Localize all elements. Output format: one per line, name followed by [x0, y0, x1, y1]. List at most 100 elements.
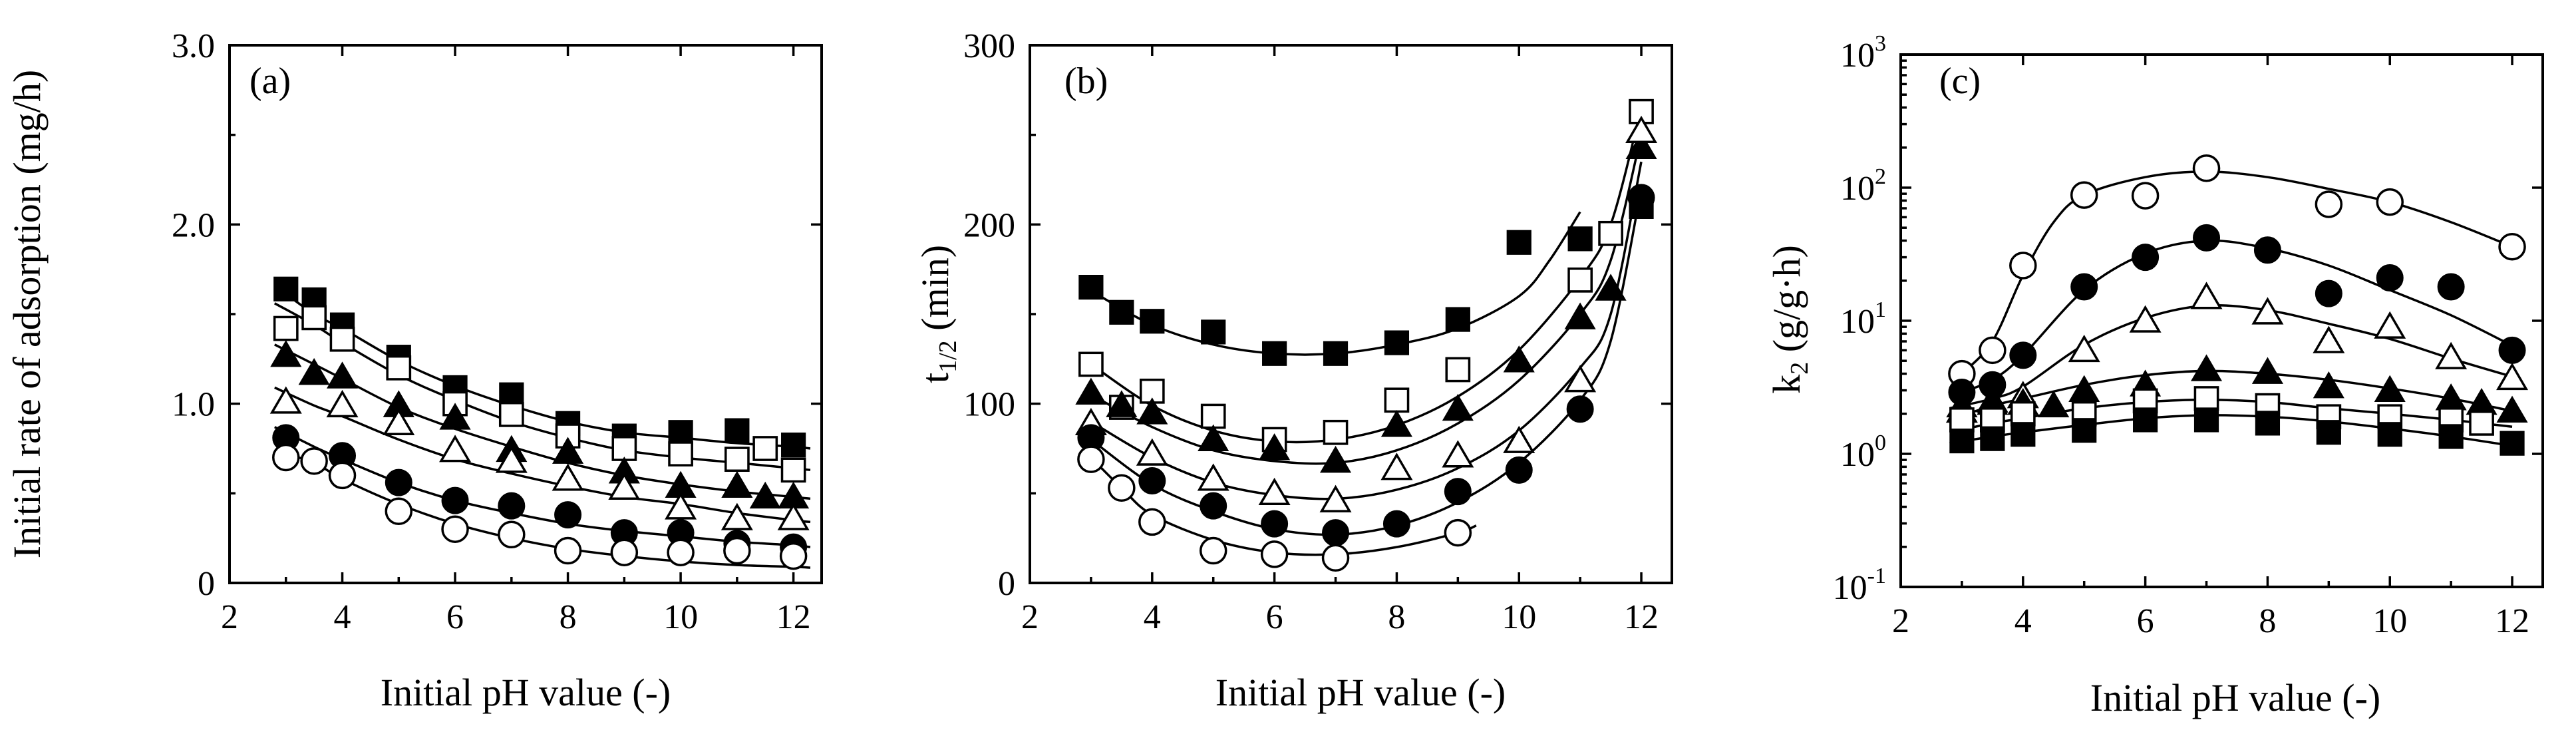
panel-c-point-filled-triangle: [2374, 375, 2406, 403]
panel-c-point-open-triangle: [2251, 297, 2284, 325]
panel-b-point-open-square: [1323, 419, 1349, 445]
panel-a-point-filled-square: [781, 433, 806, 458]
panel-b-plot-frame: [1029, 44, 1673, 584]
panel-c-y-tick-label: 101: [1840, 297, 1886, 341]
panel-b-point-filled-circle: [1261, 510, 1289, 538]
panel-a-point-open-triangle: [665, 492, 697, 520]
panel-b-x-tick-label: 8: [1388, 598, 1405, 636]
panel-b-y-axis-title-unit: (min): [913, 245, 957, 340]
panel-a-point-open-square: [329, 326, 355, 352]
panel-b-fit-curve-filled-circle: [1090, 188, 1643, 536]
panel-c-point-open-square: [1949, 407, 1975, 433]
panel-c-ticks: 2 4 6 8 10 12 10-1 100 101 102 103: [1833, 31, 2543, 640]
panel-b-x-tick-label: 10: [1502, 598, 1536, 636]
panel-b-point-open-circle: [1260, 540, 1289, 568]
panel-c-point-open-square: [2469, 411, 2494, 436]
panel-c-y-tick-label: 103: [1840, 31, 1886, 75]
panel-b-point-open-triangle: [1564, 365, 1597, 393]
panel-b-point-open-circle: [1108, 474, 1136, 502]
panel-b-point-open-circle: [1444, 518, 1472, 547]
panel-c-point-open-circle: [2315, 190, 2343, 218]
panel-c-point-open-triangle: [2129, 305, 2162, 333]
panel-b-point-open-triangle: [1319, 484, 1352, 512]
panel-a-point-filled-circle: [385, 468, 412, 496]
panel-b-point-filled-square: [1078, 275, 1104, 300]
panel-c-point-open-triangle: [2190, 281, 2223, 309]
panel-c-point-open-triangle: [2435, 341, 2468, 369]
panel-c-y-axis-title-main: k: [1765, 375, 1808, 394]
panel-c-point-filled-square: [2193, 407, 2219, 433]
panel-a-point-filled-triangle: [439, 403, 471, 430]
panel-a: 2 4 6 8 10 12 0 1.0 2.0 3.0 (a) Initial pH value …: [5, 27, 823, 714]
panel-b-point-filled-square: [1567, 226, 1593, 252]
panel-a-x-tick-label: 10: [663, 598, 698, 636]
panel-a-point-filled-circle: [554, 501, 582, 529]
panel-c-x-axis-title: Initial pH value (-): [2090, 676, 2380, 719]
panel-b-x-tick-label: 12: [1624, 598, 1659, 636]
panel-a-x-tick-label: 4: [334, 598, 351, 636]
panel-c-point-open-circle: [2498, 232, 2526, 261]
panel-b-point-filled-square: [1262, 341, 1287, 366]
panel-b-point-filled-circle: [1200, 492, 1227, 520]
panel-b-point-filled-square: [1384, 330, 1410, 355]
panel-c-point-filled-triangle: [2496, 395, 2528, 423]
panel-b-y-tick-label: 100: [963, 386, 1015, 424]
panel-b-point-open-triangle: [1197, 463, 1229, 491]
panel-c-point-filled-triangle: [2038, 390, 2070, 418]
panel-a-point-open-square: [752, 436, 778, 461]
panel-b-point-open-triangle: [1136, 438, 1168, 466]
panel-c-plot-frame: [1899, 53, 2544, 588]
panel-c-point-filled-triangle: [2068, 375, 2100, 403]
panel-c-x-tick-label: 6: [2137, 602, 2154, 640]
panel-a-point-filled-triangle: [552, 437, 584, 464]
panel-c-point-open-circle: [2192, 154, 2221, 182]
panel-c-y-tick-label: 10-1: [1833, 564, 1886, 607]
panel-a-point-open-circle: [498, 520, 526, 549]
panel-c-point-filled-circle: [2253, 236, 2281, 264]
panel-c-x-tick-label: 12: [2495, 602, 2529, 640]
panel-c-point-filled-square: [2316, 420, 2341, 445]
panel-b-y-axis-title-main: t: [913, 373, 957, 383]
panel-b-point-filled-triangle: [1595, 274, 1627, 301]
panel-c-y-axis-title-sub: 2: [1786, 362, 1814, 375]
panel-b-tag: (b): [1064, 61, 1108, 102]
panel-c-point-filled-circle: [2315, 279, 2342, 307]
panel-b-x-axis-title: Initial pH value (-): [1215, 671, 1506, 714]
panel-c-point-open-circle: [2131, 182, 2160, 210]
panel-a-point-open-triangle: [608, 472, 641, 500]
panel-b-point-filled-square: [1109, 299, 1134, 325]
panel-b-point-filled-triangle: [1503, 345, 1535, 373]
panel-b-point-filled-square: [1323, 341, 1349, 366]
panel-b-point-open-square: [1598, 220, 1623, 246]
panel-c-point-filled-square: [2438, 424, 2464, 449]
panel-a-plot-frame: [228, 44, 823, 584]
panel-b-point-filled-circle: [1138, 466, 1166, 494]
panel-b-y-tick-label: 0: [998, 565, 1015, 603]
panel-a-point-filled-square: [668, 420, 693, 445]
panel-a-x-tick-label: 8: [560, 598, 577, 636]
panel-b-point-open-circle: [1138, 508, 1166, 536]
panel-a-y-tick-label: 2.0: [172, 206, 215, 244]
panel-a-point-open-square: [668, 441, 693, 466]
panel-b-fit-curve-filled-triangle: [1090, 134, 1643, 465]
panel-a-point-filled-triangle: [298, 357, 330, 385]
panel-b-y-axis-title: t1/2 (min): [913, 245, 962, 383]
panel-c-point-filled-triangle: [2190, 354, 2223, 381]
panel-a-point-open-circle: [441, 515, 469, 543]
panel-b-x-tick-label: 6: [1266, 598, 1283, 636]
panel-c-point-filled-triangle: [2313, 371, 2344, 399]
panel-b-fit-curves: [1090, 107, 1643, 556]
panel-a-point-filled-triangle: [270, 340, 302, 367]
panel-c-point-open-triangle: [2374, 311, 2406, 339]
panel-c-point-filled-square: [2377, 422, 2402, 447]
panel-a-point-open-circle: [554, 536, 582, 565]
panel-c-point-filled-square: [1949, 429, 1975, 454]
panel-c-point-filled-square: [2255, 411, 2281, 436]
panel-b-point-filled-triangle: [1259, 433, 1291, 461]
panel-b-point-filled-triangle: [1075, 377, 1107, 405]
panel-a-y-tick-label: 0: [198, 565, 215, 603]
panel-a-point-open-circle: [667, 538, 695, 566]
panel-c-y-axis-title-unit: (g/g·h): [1765, 245, 1808, 362]
panel-c-point-open-circle: [2376, 188, 2404, 216]
panel-c: 2 4 6 8 10 12 10-1 100 101 102 103 (c) Initial pH …: [1765, 31, 2544, 719]
